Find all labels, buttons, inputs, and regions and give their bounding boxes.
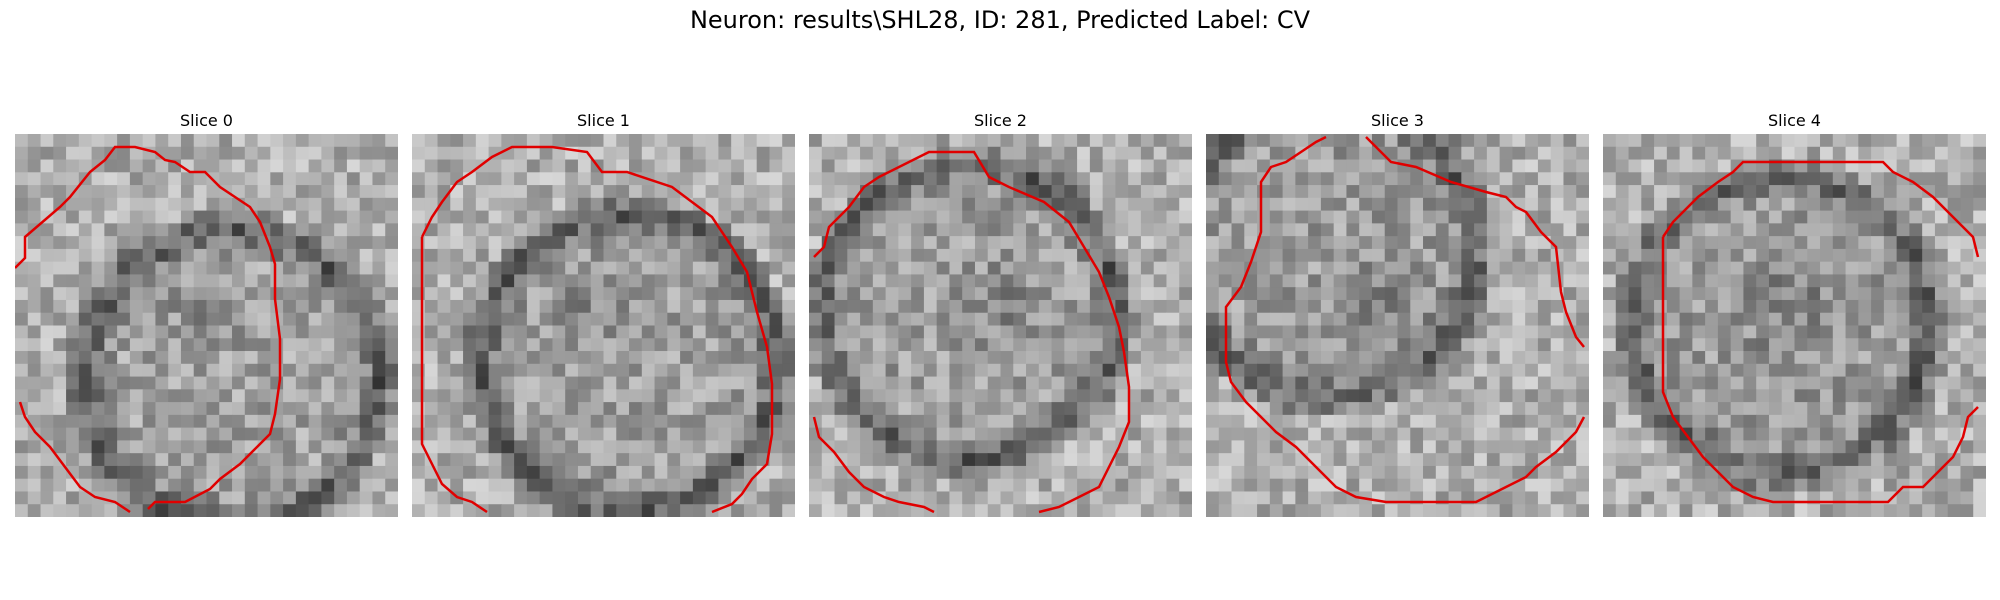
slice-title: Slice 2 [974,111,1027,130]
cell-contour [420,237,488,514]
slice-image [809,134,1192,517]
slice-panel-0: Slice 0 [15,108,398,517]
slice-title: Slice 1 [577,111,630,130]
slice-panel-4: Slice 4 [1603,108,1986,517]
slice-panel-2: Slice 2 [809,108,1192,517]
cell-contour [813,150,1131,514]
slice-image [1206,134,1589,517]
slice-panel-3: Slice 3 [1206,108,1589,517]
slice-title: Slice 0 [180,111,233,130]
cell-contour [1661,160,1980,258]
slice-image [412,134,795,517]
slice-image [1603,134,1986,517]
slice-title: Slice 3 [1371,111,1424,130]
slice-title: Slice 4 [1768,111,1821,130]
figure-title: Neuron: results\SHL28, ID: 281, Predicte… [689,6,1311,34]
cell-contour [15,145,282,510]
cell-contour [812,416,935,514]
cell-contour [1365,136,1585,348]
cell-contour [1224,135,1586,504]
slice-panel-1: Slice 1 [412,108,795,517]
cell-contour [18,401,131,514]
slice-image [15,134,398,517]
cell-contour [1661,237,1979,504]
cell-contour [420,145,774,514]
